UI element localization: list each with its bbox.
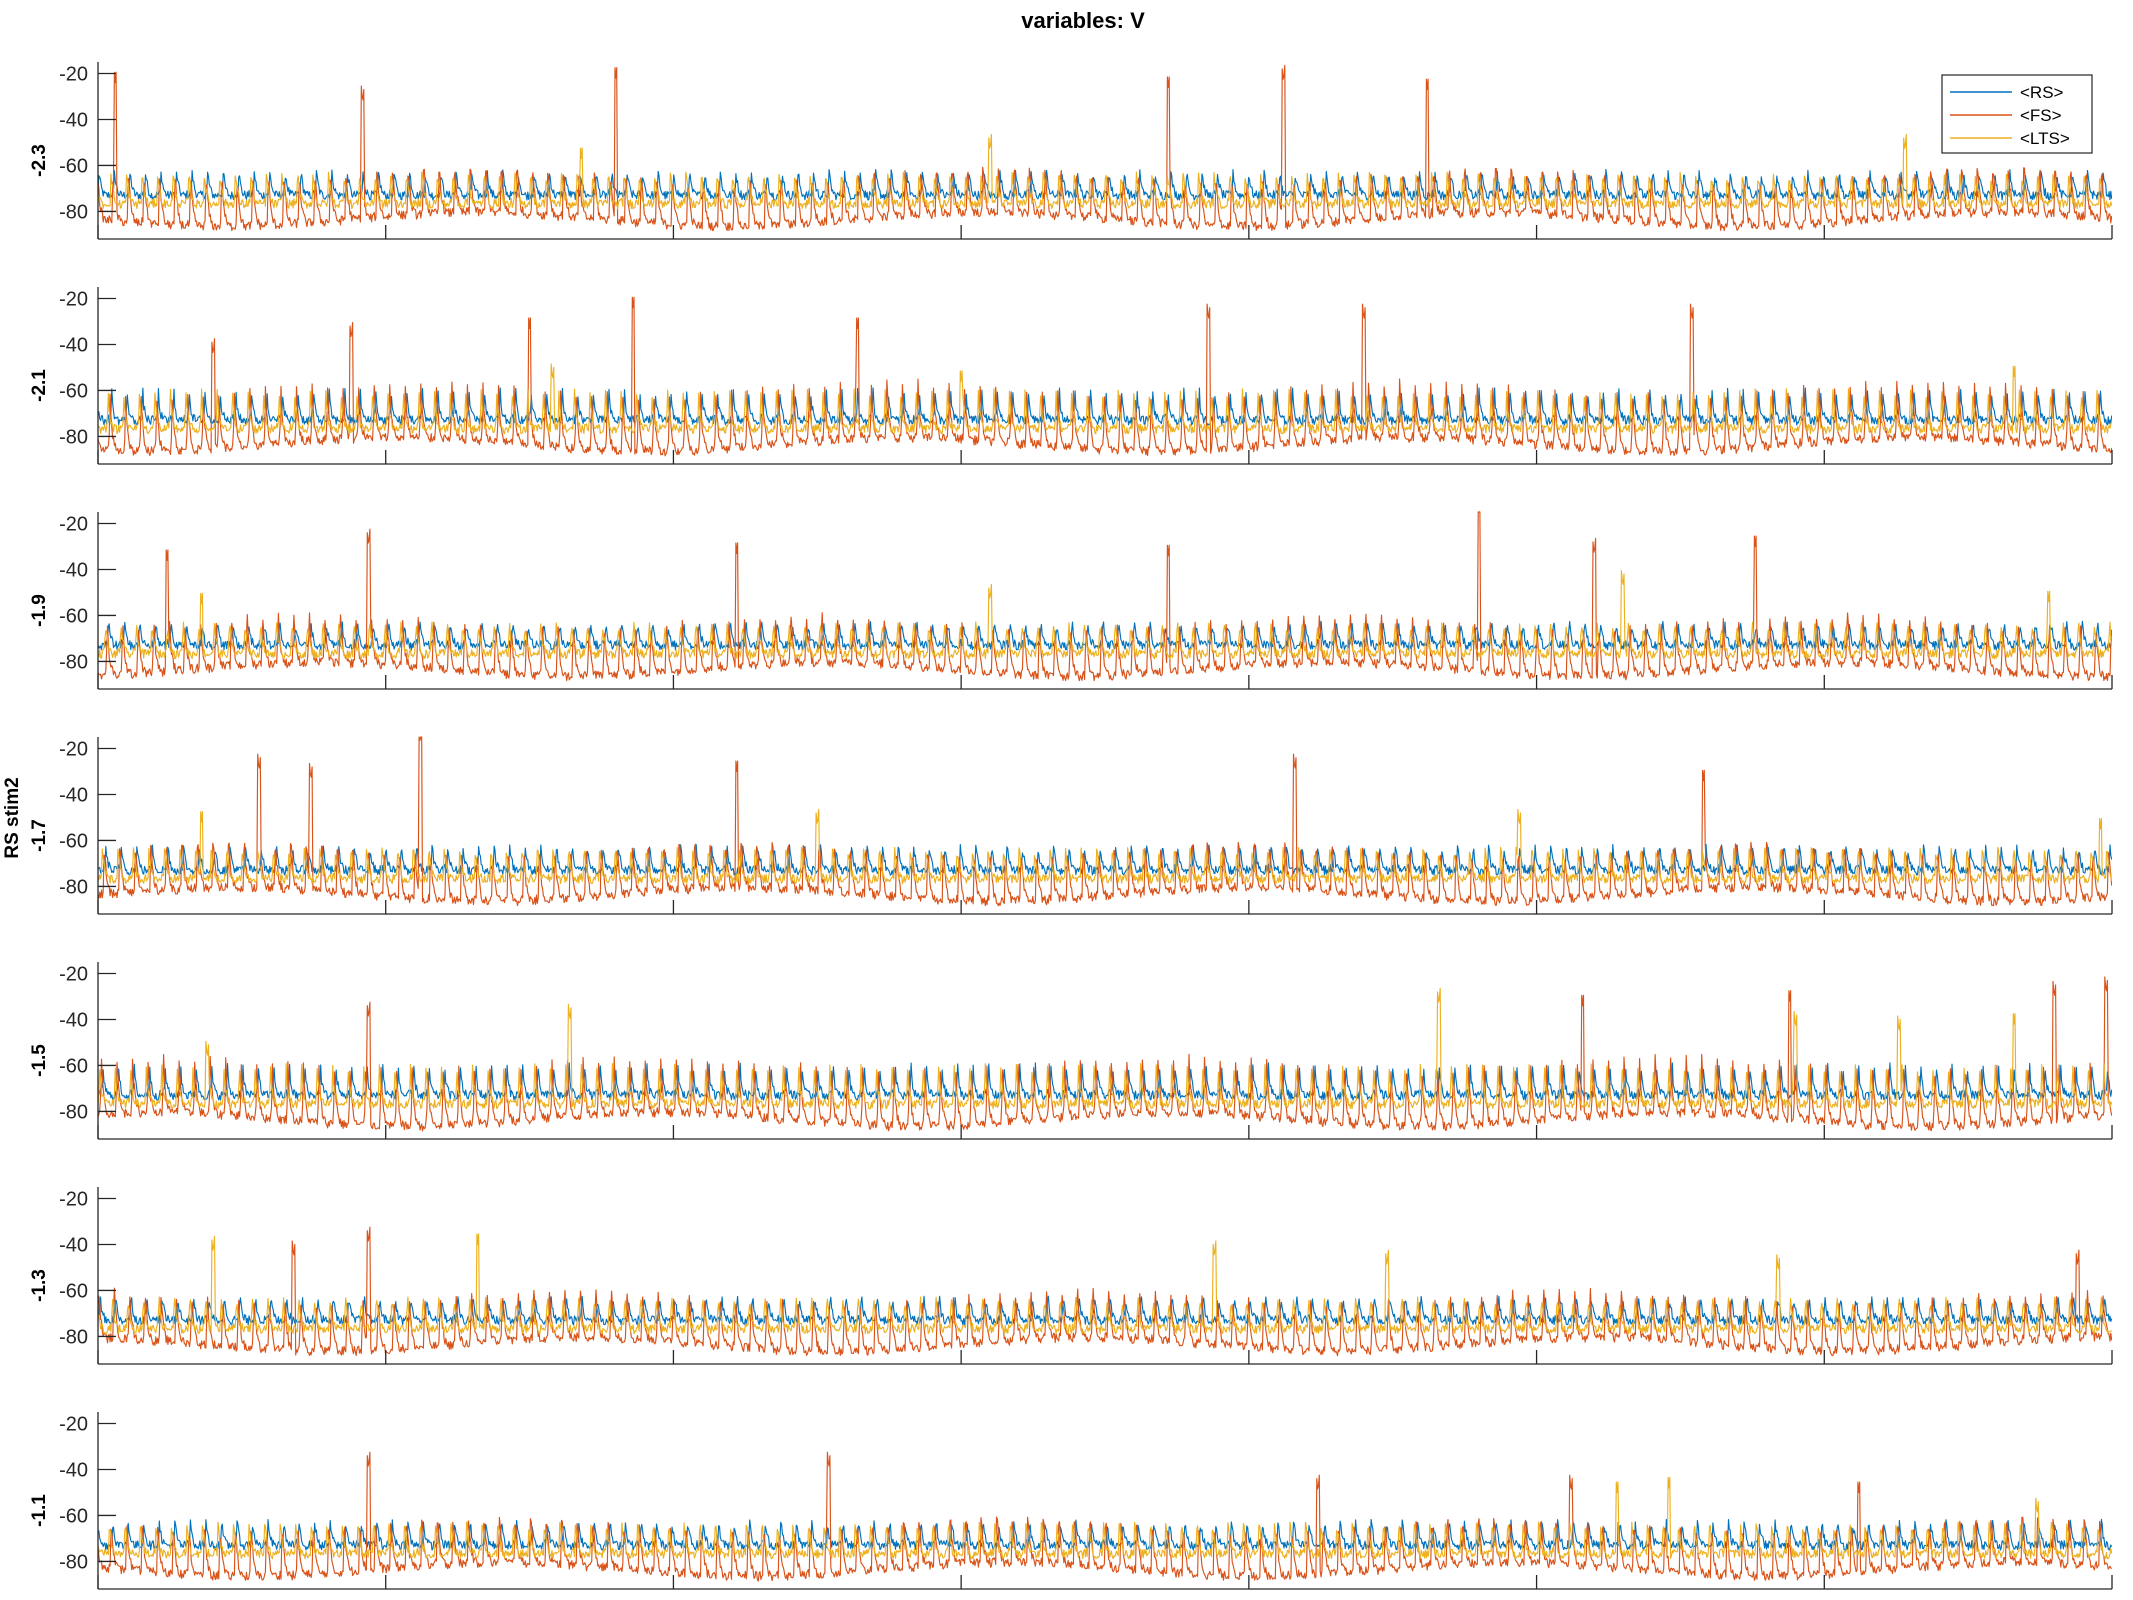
trace-lts-6 bbox=[98, 1233, 2112, 1335]
chart-legend: <RS> <FS> <LTS> bbox=[1941, 74, 2093, 154]
legend-entry: <RS> bbox=[2020, 83, 2064, 102]
panel-label: -2.3 bbox=[29, 144, 50, 177]
y-tick-label: -80 bbox=[59, 1551, 88, 1573]
panel-label: -1.5 bbox=[29, 1044, 50, 1077]
subplot-stack: -80 -60 -40 -20 -2.3 -80 -60 -40 -20 -2.1 -80 -60 -4… bbox=[29, 62, 2133, 1600]
y-tick-label: -60 bbox=[59, 830, 88, 852]
chart-title: variables: V bbox=[1021, 8, 1145, 33]
y-tick-label: -20 bbox=[59, 1188, 88, 1210]
trace-lts-7 bbox=[98, 1476, 2112, 1560]
trace-fs-7 bbox=[98, 1451, 2112, 1582]
subplot-6: -80 -60 -40 -20 -1.3 bbox=[29, 1187, 2113, 1365]
trace-fs-1 bbox=[98, 64, 2112, 232]
trace-fs-3 bbox=[98, 511, 2112, 682]
panel-label: -1.3 bbox=[29, 1269, 50, 1302]
trace-rs-4 bbox=[98, 843, 2112, 876]
legend-entry: <LTS> bbox=[2020, 129, 2070, 148]
y-tick-label: -60 bbox=[59, 380, 88, 402]
trace-lts-2 bbox=[98, 363, 2112, 435]
panel-label: -1.1 bbox=[29, 1494, 50, 1527]
panel-label: -2.1 bbox=[29, 369, 50, 402]
subplot-2: -80 -60 -40 -20 -2.1 bbox=[29, 287, 2113, 465]
trace-lts-1 bbox=[98, 133, 2112, 210]
y-tick-label: -80 bbox=[59, 201, 88, 223]
y-tick-label: -20 bbox=[59, 963, 88, 985]
y-tick-label: -60 bbox=[59, 605, 88, 627]
y-tick-label: -40 bbox=[59, 334, 88, 356]
y-tick-label: -20 bbox=[59, 738, 88, 760]
y-tick-label: -40 bbox=[59, 784, 88, 806]
y-tick-label: -60 bbox=[59, 1505, 88, 1527]
y-tick-label: -20 bbox=[59, 288, 88, 310]
y-tick-label: -40 bbox=[59, 1459, 88, 1481]
subplot-1: -80 -60 -40 -20 -2.3 bbox=[29, 62, 2113, 240]
group-axis-label: RS stim2 bbox=[2, 777, 23, 858]
subplot-7: -80-60-40-200500100015002000250030003500… bbox=[29, 1412, 2133, 1600]
trace-fs-4 bbox=[98, 736, 2112, 907]
y-tick-label: -80 bbox=[59, 1101, 88, 1123]
y-tick-label: -40 bbox=[59, 559, 88, 581]
y-tick-label: -60 bbox=[59, 1280, 88, 1302]
trace-rs-6 bbox=[98, 1295, 2112, 1326]
y-tick-label: -80 bbox=[59, 1326, 88, 1348]
y-tick-label: -80 bbox=[59, 426, 88, 448]
trace-lts-3 bbox=[98, 570, 2112, 660]
trace-lts-4 bbox=[98, 808, 2112, 885]
y-tick-label: -40 bbox=[59, 109, 88, 131]
y-tick-label: -80 bbox=[59, 651, 88, 673]
panel-label: -1.7 bbox=[29, 819, 50, 852]
y-tick-label: -20 bbox=[59, 63, 88, 85]
y-tick-label: -20 bbox=[59, 513, 88, 535]
trace-fs-2 bbox=[98, 296, 2112, 457]
subplot-5: -80 -60 -40 -20 -1.5 bbox=[29, 962, 2113, 1140]
legend-box bbox=[1941, 74, 2093, 154]
y-tick-label: -40 bbox=[59, 1234, 88, 1256]
panel-label: -1.9 bbox=[29, 594, 50, 627]
legend-entry: <FS> bbox=[2020, 106, 2062, 125]
y-tick-label: -20 bbox=[59, 1413, 88, 1435]
y-tick-label: -60 bbox=[59, 155, 88, 177]
y-tick-label: -60 bbox=[59, 1055, 88, 1077]
trace-fs-5 bbox=[98, 976, 2112, 1132]
subplot-4: -80 -60 -40 -20 -1.7 bbox=[29, 736, 2113, 915]
y-tick-label: -40 bbox=[59, 1009, 88, 1031]
trace-lts-5 bbox=[98, 987, 2112, 1110]
subplot-3: -80 -60 -40 -20 -1.9 bbox=[29, 511, 2113, 690]
trace-fs-6 bbox=[98, 1226, 2112, 1357]
y-tick-label: -80 bbox=[59, 876, 88, 898]
